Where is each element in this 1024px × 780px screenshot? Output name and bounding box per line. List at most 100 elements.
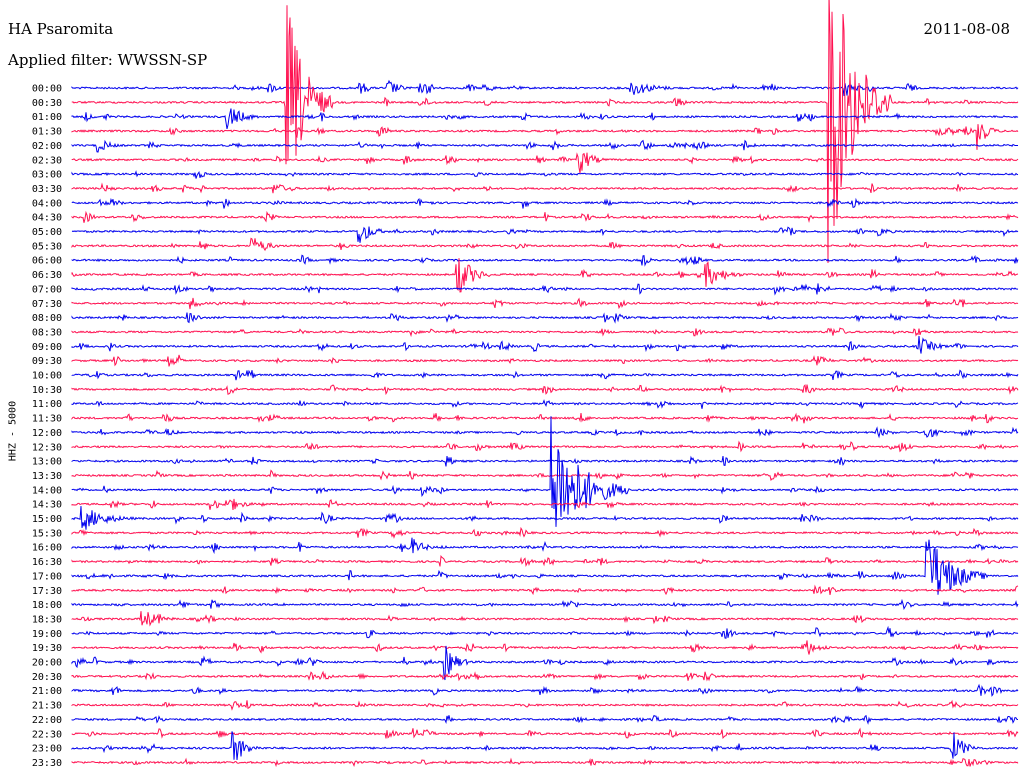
row-label-1630: 16:30 — [32, 557, 62, 568]
row-label-1930: 19:30 — [32, 643, 62, 654]
row-label-2030: 20:30 — [32, 672, 62, 683]
trace-row-2000 — [71, 645, 1019, 681]
row-label-1600: 16:00 — [32, 543, 62, 554]
row-label-2230: 22:30 — [32, 729, 62, 740]
trace-row-1930 — [71, 640, 1019, 655]
trace-row-0530 — [71, 237, 1019, 252]
trace-row-2200 — [71, 714, 1018, 725]
row-label-0800: 08:00 — [32, 313, 62, 324]
channel-label: HHZ - 5000 — [2, 401, 24, 461]
row-label-0730: 07:30 — [32, 299, 62, 310]
trace-row-1600 — [71, 537, 1019, 555]
row-label-0100: 01:00 — [32, 112, 62, 123]
row-label-1700: 17:00 — [32, 571, 62, 582]
trace-row-1030 — [71, 384, 1019, 396]
trace-row-1500 — [71, 506, 1019, 530]
trace-row-1730 — [71, 584, 1019, 596]
trace-row-1530 — [71, 526, 1019, 539]
trace-row-1300 — [71, 455, 1019, 467]
trace-row-2330 — [71, 757, 1019, 768]
channel-label-text: HHZ - 5000 — [7, 400, 19, 462]
row-label-2300: 23:00 — [32, 744, 62, 755]
row-label-1300: 13:00 — [32, 457, 62, 468]
trace-row-1830 — [71, 611, 1019, 627]
row-label-1900: 19:00 — [32, 629, 62, 640]
station-name: HA Psaromita — [8, 20, 114, 38]
trace-row-0300 — [71, 170, 1019, 179]
trace-row-0400 — [71, 197, 1019, 209]
trace-row-0000 — [71, 79, 1019, 97]
row-label-1000: 10:00 — [32, 371, 62, 382]
trace-row-1430 — [71, 498, 1019, 510]
row-label-1130: 11:30 — [32, 414, 62, 425]
trace-row-0430 — [71, 210, 1019, 223]
row-label-0230: 02:30 — [32, 155, 62, 166]
row-label-0600: 06:00 — [32, 256, 62, 267]
trace-row-0030 — [71, 0, 1019, 264]
row-label-1330: 13:30 — [32, 471, 62, 482]
trace-row-1230 — [71, 440, 1019, 453]
row-label-0200: 02:00 — [32, 141, 62, 152]
row-label-0530: 05:30 — [32, 241, 62, 252]
row-label-1830: 18:30 — [32, 614, 62, 625]
trace-row-0630 — [71, 258, 1019, 293]
trace-row-1700 — [71, 539, 1019, 595]
row-label-0830: 08:30 — [32, 327, 62, 338]
row-label-1800: 18:00 — [32, 600, 62, 611]
row-label-1200: 12:00 — [32, 428, 62, 439]
trace-row-2300 — [71, 731, 1019, 761]
trace-row-2030 — [71, 670, 1019, 682]
row-label-1030: 10:30 — [32, 385, 62, 396]
trace-row-2230 — [71, 727, 1019, 740]
trace-row-2100 — [71, 683, 1019, 697]
record-date: 2011-08-08 — [923, 20, 1010, 38]
row-label-2000: 20:00 — [32, 658, 62, 669]
trace-row-0700 — [71, 283, 1019, 296]
row-label-0930: 09:30 — [32, 356, 62, 367]
trace-row-0900 — [71, 336, 1019, 354]
trace-row-0500 — [71, 226, 1019, 243]
trace-row-0100 — [71, 108, 1019, 130]
trace-row-1100 — [71, 399, 1019, 410]
trace-row-1330 — [71, 469, 1019, 482]
row-label-0700: 07:00 — [32, 284, 62, 295]
trace-row-2130 — [71, 699, 1019, 711]
row-label-0900: 09:00 — [32, 342, 62, 353]
trace-row-0930 — [71, 354, 1019, 367]
trace-row-0600 — [71, 254, 1019, 267]
trace-row-1630 — [71, 554, 1019, 568]
row-label-0430: 04:30 — [32, 213, 62, 224]
row-label-1500: 15:00 — [32, 514, 62, 525]
trace-row-1900 — [71, 625, 1019, 639]
row-label-2200: 22:00 — [32, 715, 62, 726]
row-label-2330: 23:30 — [32, 758, 62, 769]
row-label-1230: 12:30 — [32, 442, 62, 453]
trace-row-0230 — [71, 152, 1019, 174]
row-label-0000: 00:00 — [32, 84, 62, 95]
row-label-1100: 11:00 — [32, 399, 62, 410]
trace-row-1200 — [71, 426, 1019, 439]
trace-row-1130 — [71, 412, 1019, 424]
filter-label: Applied filter: WWSSN-SP — [8, 51, 208, 69]
row-label-0400: 04:00 — [32, 198, 62, 209]
row-label-0130: 01:30 — [32, 127, 62, 138]
row-label-2100: 21:00 — [32, 686, 62, 697]
row-label-0500: 05:00 — [32, 227, 62, 238]
trace-row-1800 — [71, 598, 1019, 610]
trace-row-0730 — [71, 297, 1019, 310]
trace-row-0330 — [71, 182, 1019, 194]
trace-row-1000 — [71, 369, 1019, 381]
row-label-0030: 00:30 — [32, 98, 62, 109]
row-label-1430: 14:30 — [32, 500, 62, 511]
row-label-1530: 15:30 — [32, 528, 62, 539]
trace-rows — [71, 0, 1019, 768]
trace-row-0130 — [71, 124, 1019, 150]
row-time-labels: 00:00 00:30 01:00 01:30 02:00 02:30 03:00 03:30… — [32, 84, 62, 769]
row-label-2130: 21:30 — [32, 701, 62, 712]
row-label-1400: 14:00 — [32, 485, 62, 496]
trace-row-0200 — [71, 139, 1018, 153]
row-label-1730: 17:30 — [32, 586, 62, 597]
trace-row-0800 — [71, 312, 1019, 324]
row-label-0300: 03:00 — [32, 170, 62, 181]
